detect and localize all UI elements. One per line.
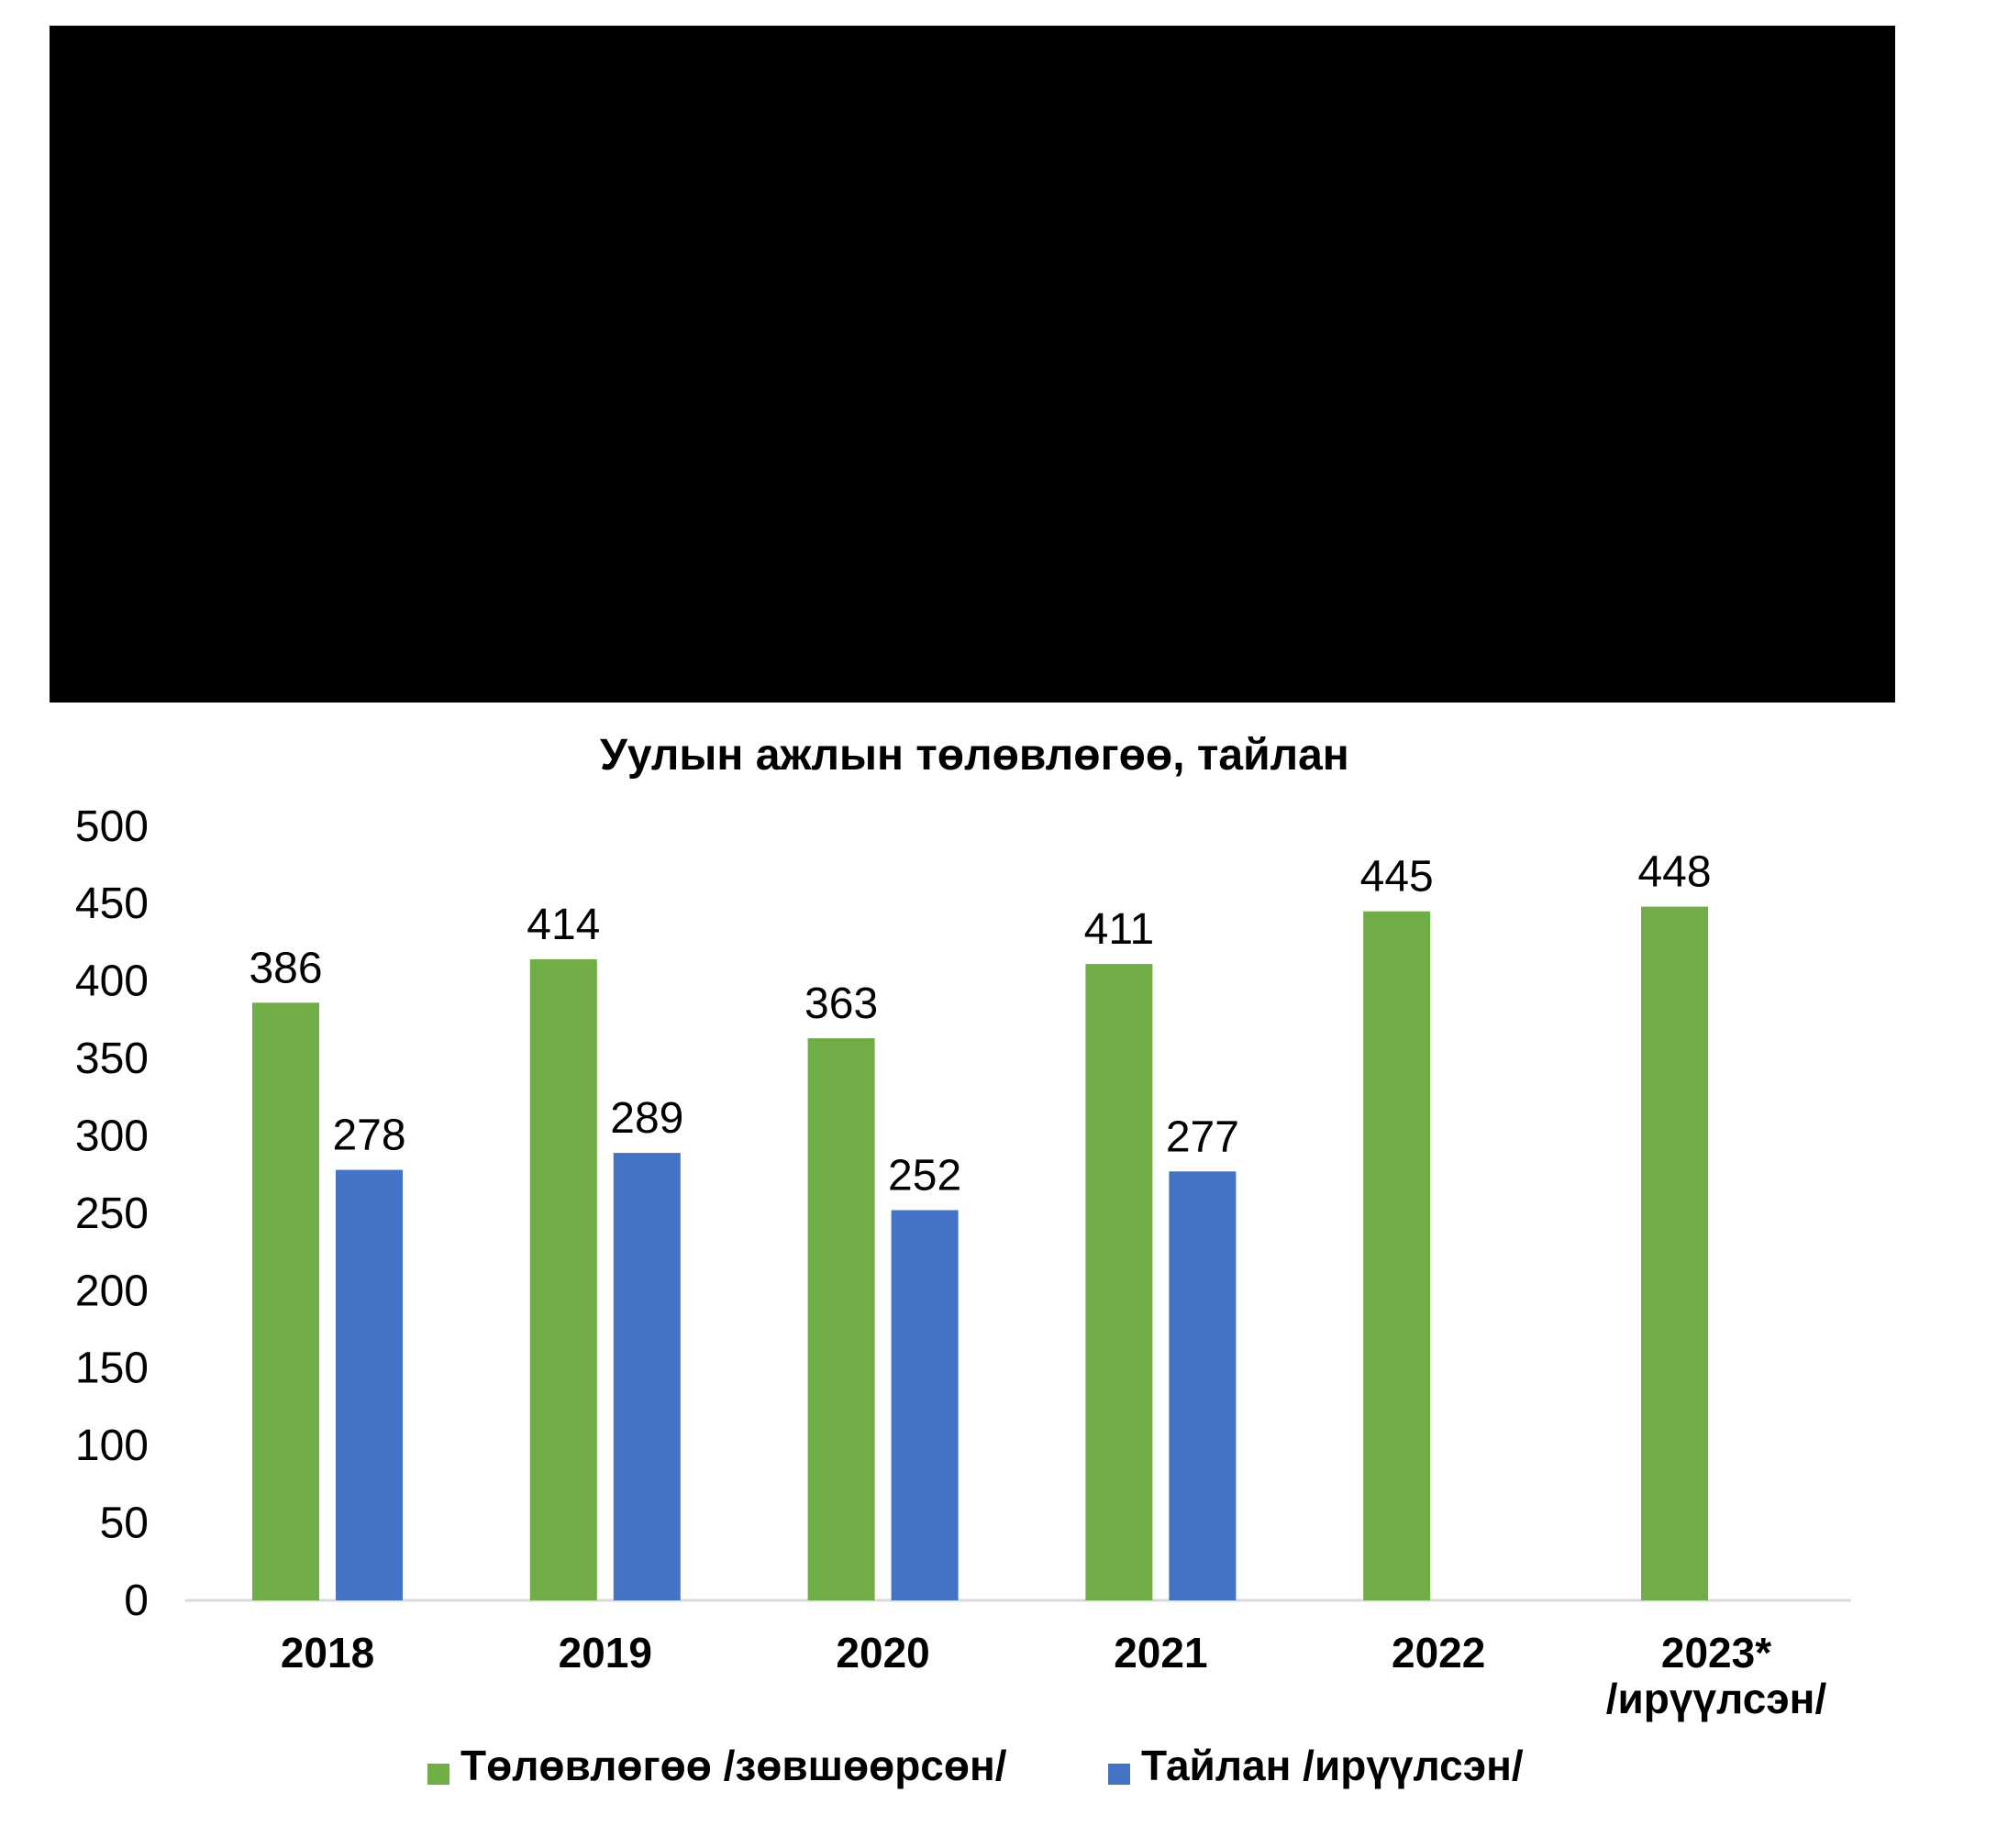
svg-text:400: 400 <box>75 957 149 1006</box>
svg-text:278: 278 <box>332 1112 405 1160</box>
svg-text:350: 350 <box>75 1035 149 1083</box>
svg-text:450: 450 <box>75 880 149 928</box>
svg-text:200: 200 <box>75 1267 149 1315</box>
svg-text:/ирүүлсэн/: /ирүүлсэн/ <box>1606 1675 1827 1722</box>
svg-text:100: 100 <box>75 1422 149 1470</box>
svg-text:Тайлан /ирүүлсэн/: Тайлан /ирүүлсэн/ <box>1141 1742 1524 1789</box>
svg-text:277: 277 <box>1166 1112 1239 1161</box>
svg-text:252: 252 <box>888 1152 961 1201</box>
svg-text:448: 448 <box>1637 848 1711 897</box>
svg-text:2018: 2018 <box>281 1629 374 1676</box>
svg-text:2021: 2021 <box>1114 1629 1207 1676</box>
svg-text:2019: 2019 <box>559 1629 652 1676</box>
svg-text:386: 386 <box>249 944 322 992</box>
svg-text:150: 150 <box>75 1345 149 1393</box>
svg-text:414: 414 <box>527 901 600 949</box>
svg-text:300: 300 <box>75 1112 149 1161</box>
svg-text:250: 250 <box>75 1190 149 1238</box>
svg-text:2022: 2022 <box>1392 1629 1485 1676</box>
svg-text:0: 0 <box>124 1577 149 1625</box>
svg-text:Төлөвлөгөө /зөвшөөрсөн/: Төлөвлөгөө /зөвшөөрсөн/ <box>460 1742 1007 1789</box>
svg-text:2023*: 2023* <box>1661 1629 1771 1676</box>
svg-text:445: 445 <box>1360 853 1434 902</box>
svg-text:289: 289 <box>610 1094 683 1143</box>
svg-text:411: 411 <box>1084 905 1155 954</box>
svg-text:363: 363 <box>804 979 878 1028</box>
svg-text:50: 50 <box>100 1499 149 1548</box>
svg-text:500: 500 <box>75 802 149 851</box>
svg-text:2020: 2020 <box>836 1629 929 1676</box>
